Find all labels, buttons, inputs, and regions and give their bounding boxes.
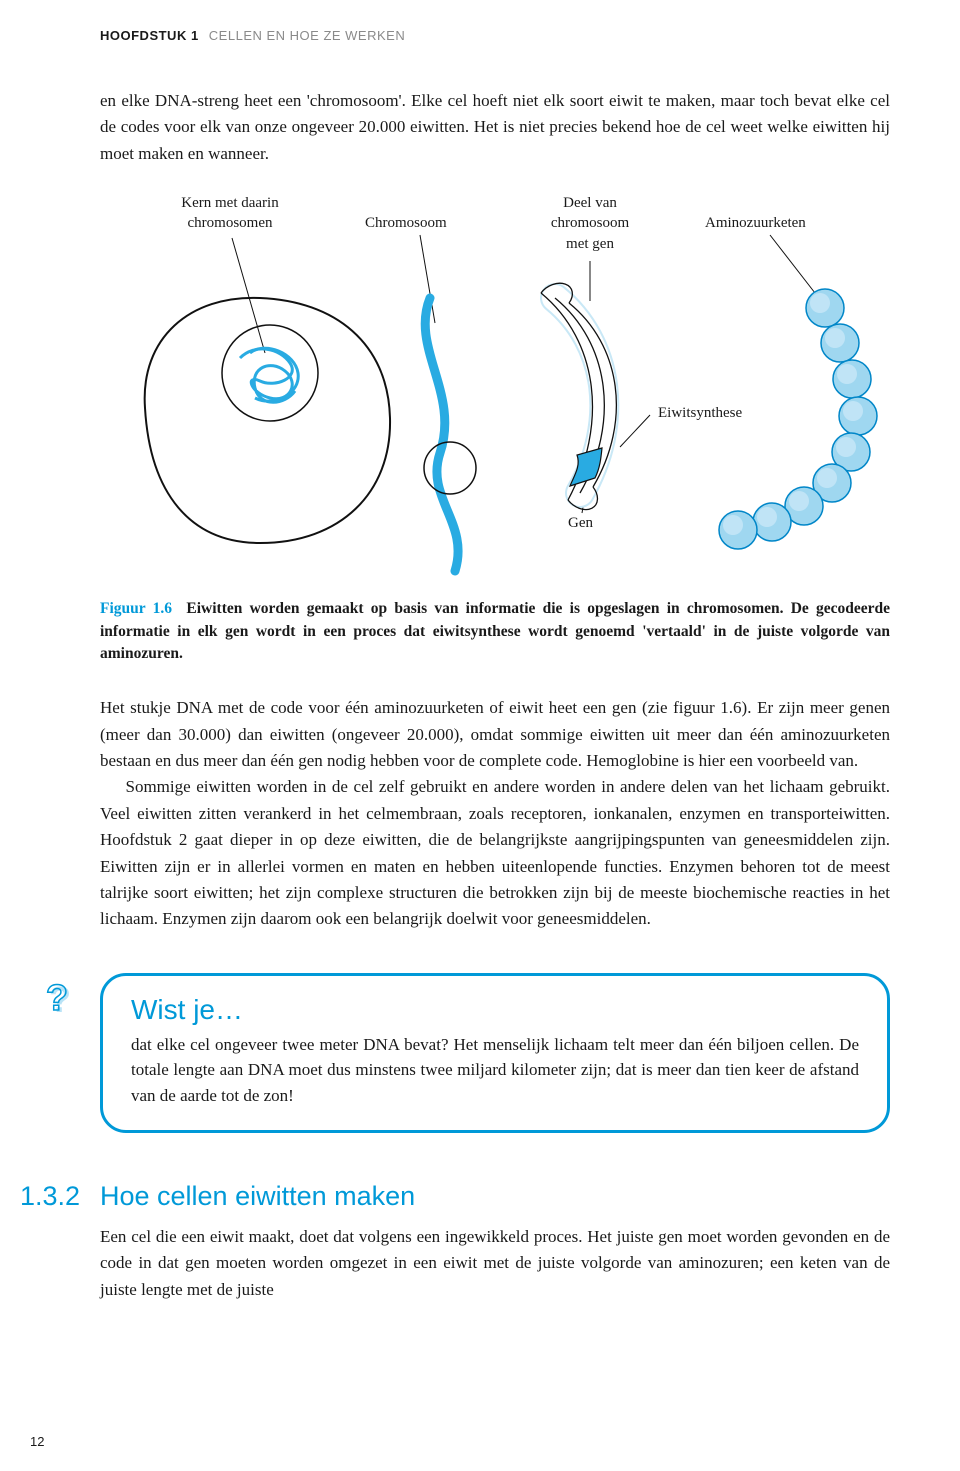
intro-paragraph: en elke DNA-streng heet een 'chromosoom'…	[100, 88, 890, 167]
caption-text: Eiwitten worden gemaakt op basis van inf…	[100, 600, 890, 662]
question-mark-icon: ? ?	[30, 978, 78, 1026]
callout-body: dat elke cel ongeveer twee meter DNA bev…	[131, 1032, 859, 1109]
section-heading: 1.3.2 Hoe cellen eiwitten maken	[30, 1181, 890, 1212]
section-number: 1.3.2	[20, 1181, 80, 1212]
paragraph-3: Sommige eiwitten worden in de cel zelf g…	[100, 774, 890, 932]
paragraph-4: Een cel die een eiwit maakt, doet dat vo…	[100, 1224, 890, 1303]
page-header: HOOFDSTUK 1 CELLEN EN HOE ZE WERKEN	[100, 28, 890, 43]
paragraph-2: Het stukje DNA met de code voor één amin…	[100, 695, 890, 774]
section-title: Hoe cellen eiwitten maken	[100, 1181, 415, 1211]
header-title: CELLEN EN HOE ZE WERKEN	[209, 28, 405, 43]
caption-number: Figuur 1.6	[100, 600, 172, 617]
page-number: 12	[30, 1434, 44, 1449]
diagram-svg	[100, 193, 890, 588]
header-chapter: HOOFDSTUK 1	[100, 28, 199, 43]
figure-1-6-diagram: Kern met daarin chromosomen Chromosoom D…	[100, 193, 890, 588]
callout-box: Wist je… dat elke cel ongeveer twee mete…	[100, 973, 890, 1134]
callout-title: Wist je…	[131, 994, 859, 1026]
figure-caption: Figuur 1.6 Eiwitten worden gemaakt op ba…	[100, 598, 890, 665]
svg-text:?: ?	[46, 978, 68, 1018]
wist-je-callout: ? ? Wist je… dat elke cel ongeveer twee …	[30, 973, 890, 1134]
